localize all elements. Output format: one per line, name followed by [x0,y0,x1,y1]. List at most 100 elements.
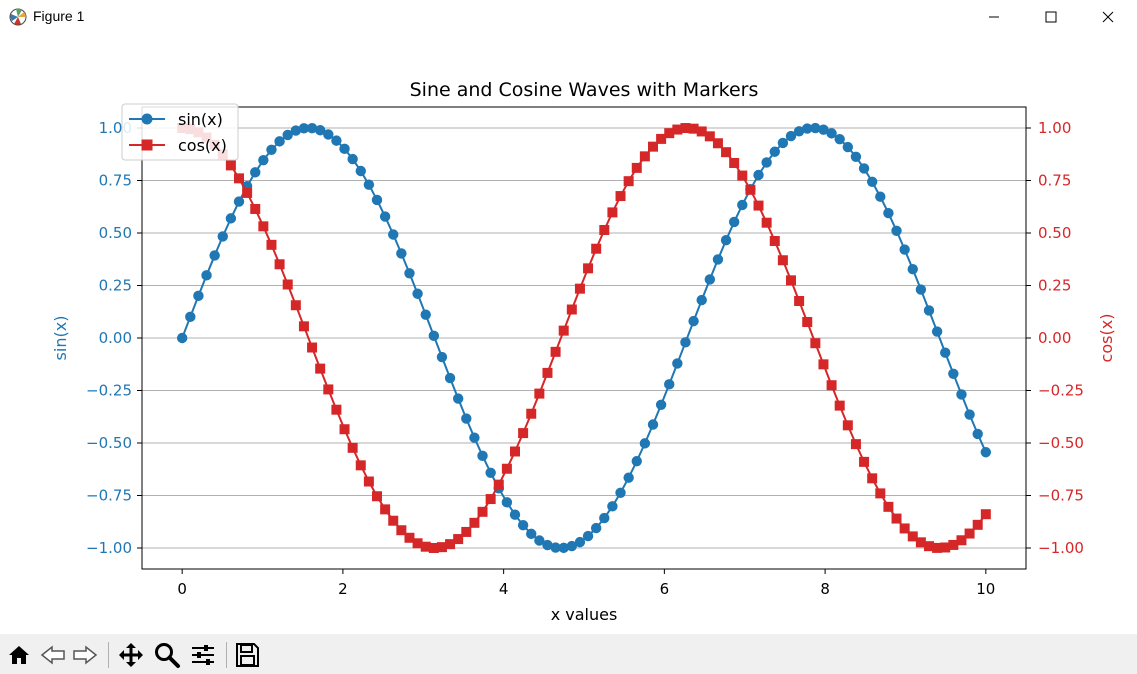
data-point-sin [907,263,918,275]
data-point-sin [274,136,285,147]
forward-button[interactable] [70,640,100,670]
data-point-sin [282,129,293,141]
data-point-cos [510,446,521,457]
data-point-sin [347,153,358,165]
data-point-cos [607,207,618,218]
data-point-cos [396,525,407,536]
configure-subplots-button[interactable] [188,640,218,670]
zoom-button[interactable] [152,640,182,670]
y-tick-label-left: 0.50 [99,224,132,242]
data-point-cos [777,255,788,266]
data-point-cos [412,538,423,549]
data-point-sin [355,165,366,177]
y-tick-label-right: −0.75 [1038,487,1084,505]
data-point-sin [866,176,878,187]
data-point-cos [436,542,447,553]
minimize-button[interactable] [965,0,1023,34]
data-point-cos [923,541,934,552]
data-point-cos [704,131,715,142]
data-point-sin [461,413,472,424]
data-point-cos [477,506,488,517]
maximize-icon [1045,11,1057,23]
data-point-sin [688,315,699,327]
data-point-cos [664,128,675,139]
data-point-sin [582,530,594,542]
data-point-sin [436,351,448,363]
data-point-sin [793,126,805,137]
data-point-sin [542,539,553,551]
data-point-cos [940,542,951,553]
back-button[interactable] [38,640,68,670]
y-tick-label-right: 1.00 [1038,119,1071,137]
data-point-cos [485,494,496,505]
save-icon [236,643,259,667]
data-point-cos [388,515,399,526]
data-point-sin [363,179,375,190]
data-point-cos [282,279,293,290]
data-point-cos [583,263,594,274]
data-point-sin [785,130,797,142]
data-point-cos [745,184,756,195]
data-point-sin [777,137,789,149]
data-point-cos [542,367,553,378]
data-point-cos [550,346,561,357]
data-point-sin [647,419,659,430]
data-point-cos [274,259,285,270]
data-point-cos [453,534,464,545]
data-point-cos [380,504,391,515]
data-point-cos [818,359,829,370]
data-point-cos [355,460,366,471]
data-point-cos [696,126,707,137]
data-point-sin [802,123,813,134]
save-button[interactable] [232,640,262,670]
data-point-sin [769,146,780,157]
chart-title: Sine and Cosine Waves with Markers [410,79,759,101]
data-point-cos [964,528,975,539]
data-point-sin [566,540,578,552]
x-tick-label: 0 [177,580,187,598]
forward-arrow-icon [73,645,98,665]
data-point-sin [590,522,602,534]
data-point-sin [428,330,440,342]
data-point-cos [802,317,813,328]
series-layer [176,122,992,554]
data-point-cos [347,442,358,453]
data-point-cos [266,239,277,250]
data-point-sin [371,194,383,206]
data-point-sin [209,250,220,261]
data-point-cos [307,342,318,353]
data-point-cos [859,456,870,467]
close-icon [1102,11,1114,23]
data-point-sin [193,290,204,302]
x-tick-label: 2 [338,580,348,598]
figure-canvas[interactable]: 1.00 1.00 0.75 0.75 0.50 0.50 0.25 0.25 0.00 0.00… [0,34,1137,634]
data-point-cos [769,235,780,246]
pan-button[interactable] [116,640,146,670]
maximize-button[interactable] [1022,0,1080,34]
y-tick-label-right: 0.50 [1038,224,1071,242]
data-point-sin [826,128,837,139]
y-tick-label-right: −0.50 [1038,434,1084,452]
series-line-cos [182,127,987,549]
data-point-sin [323,129,334,140]
data-point-cos [680,123,691,134]
data-point-cos [558,325,569,336]
data-point-sin [655,399,667,410]
series-sin [176,122,992,554]
data-point-sin [339,143,350,155]
data-point-cos [639,151,650,162]
data-point-sin [217,231,228,242]
data-point-cos [850,439,861,450]
home-button[interactable] [4,640,34,670]
navigation-toolbar [0,634,1137,674]
data-point-sin [201,270,212,281]
data-point-cos [250,203,261,214]
data-point-cos [623,176,634,187]
close-button[interactable] [1079,0,1137,34]
data-point-sin [314,125,326,136]
legend-sin-marker [141,113,153,125]
data-point-sin [469,432,480,443]
data-point-sin [509,509,521,520]
data-point-sin [940,347,951,358]
data-point-sin [517,520,529,531]
